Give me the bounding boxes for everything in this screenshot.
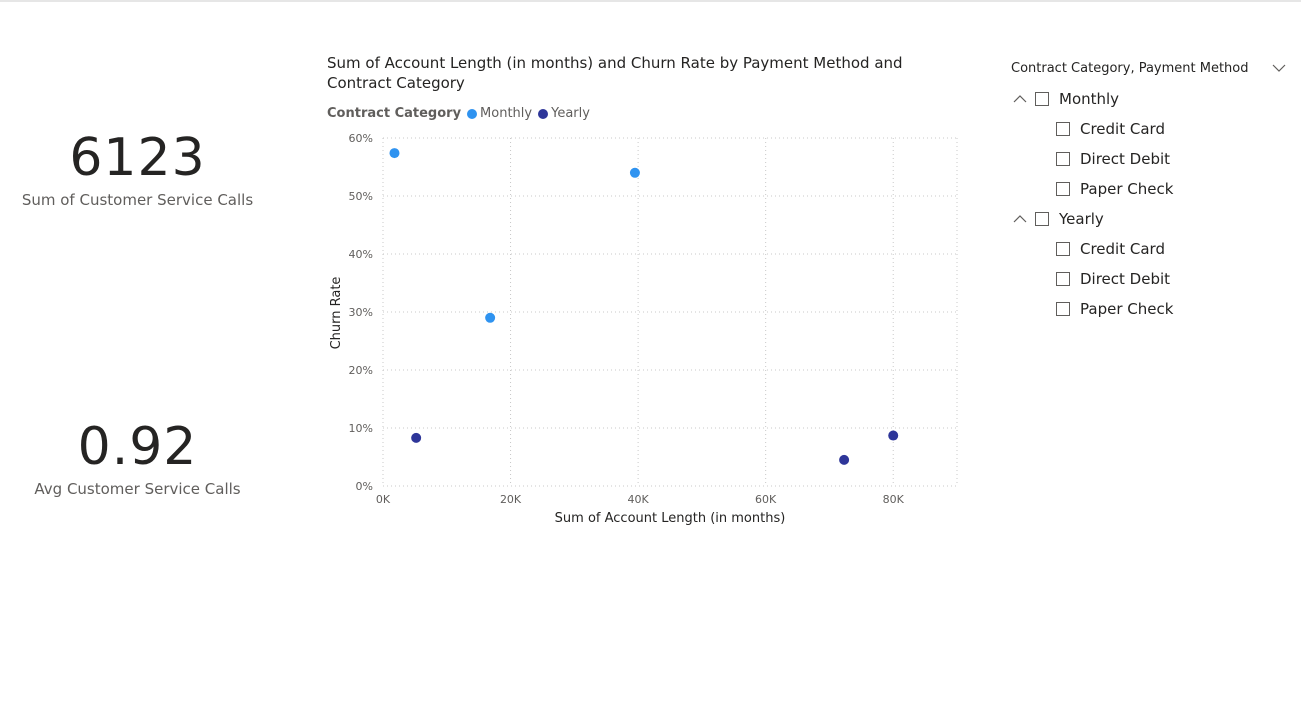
y-axis-title: Churn Rate — [329, 277, 344, 350]
kpi-value: 6123 — [69, 128, 206, 188]
y-tick-label: 30% — [349, 306, 373, 319]
data-point-yearly[interactable] — [839, 454, 850, 465]
chevron-up-icon[interactable] — [1011, 90, 1029, 108]
y-tick-label: 0% — [356, 480, 373, 493]
slicer-item-label: Credit Card — [1080, 240, 1165, 258]
kpi-card-service-calls-sum: 6123 Sum of Customer Service Calls — [0, 132, 275, 209]
data-point-monthly[interactable] — [389, 148, 400, 159]
checkbox[interactable] — [1035, 92, 1049, 106]
slicer-item-yearly-credit-card[interactable]: Credit Card — [1011, 234, 1291, 264]
slicer-item-label: Direct Debit — [1080, 150, 1171, 168]
slicer-title: Contract Category, Payment Method — [1011, 60, 1249, 76]
checkbox[interactable] — [1056, 182, 1070, 196]
slicer-group-monthly[interactable]: Monthly — [1011, 84, 1291, 114]
kpi-value: 0.92 — [77, 417, 198, 477]
x-tick-label: 60K — [755, 493, 777, 506]
kpi-card-service-calls-avg: 0.92 Avg Customer Service Calls — [0, 421, 275, 498]
legend-item-yearly[interactable]: Yearly — [538, 106, 590, 121]
checkbox[interactable] — [1035, 212, 1049, 226]
chart-grid — [382, 137, 958, 487]
slicer-item-label: Credit Card — [1080, 120, 1165, 138]
slicer-item-label: Paper Check — [1080, 180, 1174, 198]
y-tick-label: 40% — [349, 248, 373, 261]
slicer-item-yearly-paper-check[interactable]: Paper Check — [1011, 294, 1291, 324]
checkbox[interactable] — [1056, 152, 1070, 166]
x-tick-label: 0K — [376, 493, 391, 506]
checkbox[interactable] — [1056, 272, 1070, 286]
x-tick-label: 80K — [883, 493, 905, 506]
slicer-group-yearly[interactable]: Yearly — [1011, 204, 1291, 234]
checkbox[interactable] — [1056, 122, 1070, 136]
slicer-group-label: Monthly — [1059, 90, 1120, 108]
legend-title: Contract Category — [327, 106, 462, 121]
chart-legend[interactable]: Contract Category Monthly Yearly — [327, 106, 596, 121]
slicer-item-monthly-direct-debit[interactable]: Direct Debit — [1011, 144, 1291, 174]
legend-marker-monthly — [467, 108, 478, 119]
chevron-down-icon[interactable] — [1271, 60, 1287, 76]
top-divider — [0, 0, 1301, 2]
data-point-monthly[interactable] — [629, 167, 640, 178]
slicer-group-label: Yearly — [1059, 210, 1104, 228]
kpi-label: Avg Customer Service Calls — [34, 480, 241, 498]
y-tick-label: 20% — [349, 364, 373, 377]
data-point-monthly[interactable] — [485, 312, 496, 323]
chevron-up-icon[interactable] — [1011, 210, 1029, 228]
data-points[interactable] — [389, 148, 899, 465]
y-tick-label: 60% — [349, 132, 373, 145]
slicer-item-yearly-direct-debit[interactable]: Direct Debit — [1011, 264, 1291, 294]
legend-marker-yearly — [538, 108, 549, 119]
y-tick-label: 50% — [349, 190, 373, 203]
legend-label-yearly: Yearly — [551, 106, 590, 121]
slicer-item-monthly-credit-card[interactable]: Credit Card — [1011, 114, 1291, 144]
scatter-chart[interactable]: 0% 10% 20% 30% 40% 50% 60% 0K 20K 40K 60K 80K Chur… — [320, 125, 970, 535]
slicer-item-label: Direct Debit — [1080, 270, 1171, 288]
checkbox[interactable] — [1056, 302, 1070, 316]
kpi-label: Sum of Customer Service Calls — [21, 191, 254, 209]
y-axis-ticks: 0% 10% 20% 30% 40% 50% 60% — [349, 132, 373, 493]
chart-title: Sum of Account Length (in months) and Ch… — [327, 54, 903, 92]
y-tick-label: 10% — [349, 422, 373, 435]
x-tick-label: 40K — [628, 493, 650, 506]
x-tick-label: 20K — [500, 493, 522, 506]
slicer-contract-payment: Contract Category, Payment Method Monthl… — [1011, 58, 1291, 324]
slicer-header[interactable]: Contract Category, Payment Method — [1011, 58, 1291, 78]
x-axis-title: Sum of Account Length (in months) — [555, 511, 786, 526]
slicer-item-monthly-paper-check[interactable]: Paper Check — [1011, 174, 1291, 204]
checkbox[interactable] — [1056, 242, 1070, 256]
legend-item-monthly[interactable]: Monthly — [467, 106, 532, 121]
legend-label-monthly: Monthly — [480, 106, 533, 121]
slicer-item-label: Paper Check — [1080, 300, 1174, 318]
data-point-yearly[interactable] — [411, 432, 422, 443]
x-axis-ticks: 0K 20K 40K 60K 80K — [376, 493, 905, 506]
data-point-yearly[interactable] — [888, 430, 899, 441]
